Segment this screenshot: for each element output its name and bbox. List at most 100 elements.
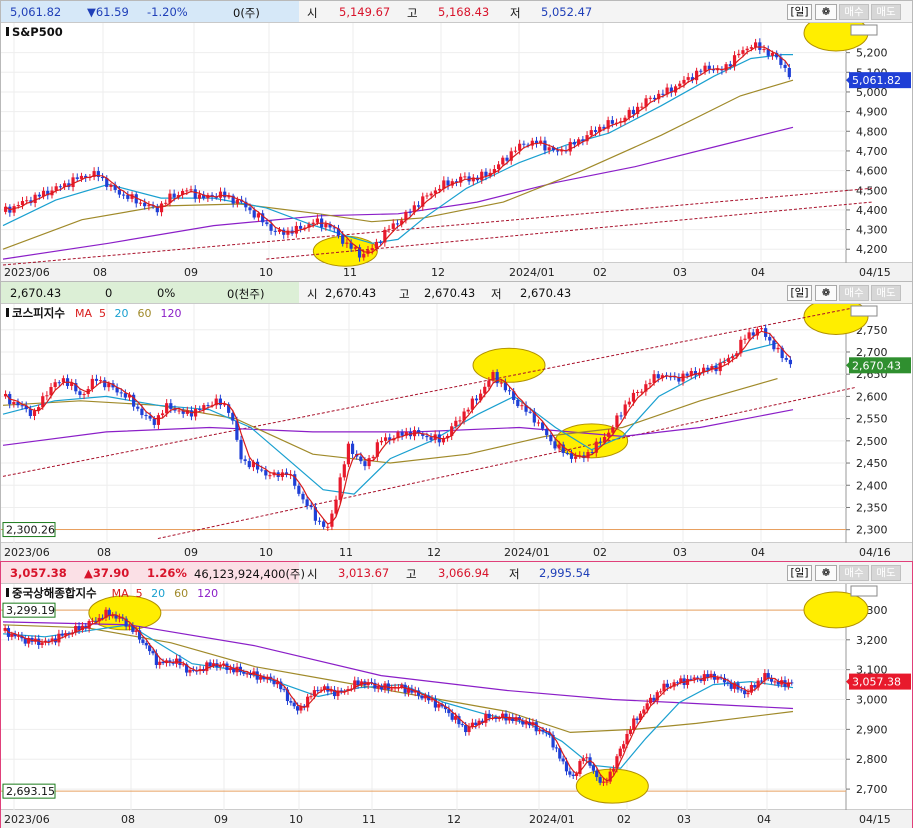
- buy-button[interactable]: 매수: [839, 285, 869, 301]
- candle-body: [247, 461, 251, 468]
- candle-body: [543, 140, 547, 151]
- low-value: 2,995.54: [539, 566, 591, 580]
- candle-body: [49, 387, 53, 396]
- candle-body: [86, 388, 90, 395]
- last-price-tag: [849, 357, 911, 374]
- candle-body: [753, 685, 757, 688]
- x-tick-label: 02: [593, 266, 607, 279]
- candle-body: [307, 224, 311, 228]
- candle-body: [706, 367, 710, 370]
- y-tick-label: 4,200: [856, 243, 888, 256]
- candle-body: [342, 464, 346, 478]
- candle-body: [152, 418, 156, 425]
- open-value: 5,149.67: [339, 5, 391, 19]
- settings-icon[interactable]: ❁: [815, 565, 837, 581]
- candle-body: [686, 77, 690, 80]
- y-tick-label: 2,350: [856, 501, 888, 514]
- highlight-ellipse: [575, 768, 649, 804]
- candle-body: [94, 378, 99, 381]
- candle-body: [762, 49, 766, 51]
- candle-body: [648, 697, 653, 704]
- candle-body: [702, 367, 706, 373]
- candle-body: [90, 620, 95, 622]
- candle-body: [303, 227, 307, 229]
- period-button[interactable]: [일]: [787, 285, 812, 301]
- candle-body: [406, 688, 411, 693]
- candle-body: [429, 193, 433, 196]
- candle-body: [324, 223, 328, 228]
- candle-body: [164, 202, 168, 204]
- price-axis: [846, 23, 912, 281]
- candle-body: [336, 228, 341, 236]
- settings-icon[interactable]: ❁: [815, 285, 837, 301]
- candle-body: [642, 709, 646, 714]
- settings-icon[interactable]: ❁: [815, 4, 837, 20]
- highlight-ellipse: [803, 591, 869, 629]
- scale-lock-icon: [850, 585, 878, 597]
- period-button[interactable]: [일]: [787, 565, 812, 581]
- candle-body: [260, 469, 264, 471]
- period-button[interactable]: [일]: [787, 4, 812, 20]
- candle-body: [317, 520, 322, 522]
- candle-body: [298, 225, 303, 229]
- candle-body: [273, 230, 277, 232]
- candle-body: [251, 461, 256, 468]
- candle-body: [673, 376, 677, 378]
- candle-body: [581, 758, 585, 762]
- candle-body: [440, 704, 444, 707]
- candle-body: [417, 430, 421, 434]
- sell-button[interactable]: 매도: [871, 4, 901, 20]
- candlestick-chart-sse[interactable]: 2,7002,8002,9003,0003,1003,2003,3002023/…: [1, 584, 912, 828]
- candle-body: [403, 684, 407, 693]
- candle-body: [127, 625, 132, 627]
- candle-body: [235, 199, 239, 204]
- y-tick-label: 2,500: [856, 435, 888, 448]
- volume: 0(주): [233, 6, 260, 20]
- candle-body: [189, 189, 193, 191]
- candle-body: [549, 435, 553, 442]
- buy-button[interactable]: 매수: [839, 4, 869, 20]
- candle-body: [521, 720, 525, 725]
- candle-body: [747, 332, 751, 339]
- candle-body: [524, 721, 528, 725]
- ma-legend-prefix: MA: [75, 307, 92, 320]
- candle-body: [746, 692, 750, 695]
- reference-label-box: [2, 522, 56, 538]
- candle-body: [730, 356, 735, 359]
- candle-body: [693, 370, 698, 376]
- candle-body: [565, 453, 569, 455]
- candle-body: [127, 394, 132, 398]
- candlestick-chart-kospi[interactable]: 2,3002,3502,4002,4502,5002,5502,6002,650…: [1, 304, 912, 561]
- candlestick-chart-spx[interactable]: 4,200 4,300 4,400 4,500 4,600 4,700 4,800 4,900…: [1, 23, 912, 281]
- y-tick-label: 2,800: [856, 753, 888, 766]
- candle-body: [268, 475, 272, 477]
- candle-body: [726, 358, 731, 362]
- candle-body: [343, 690, 347, 692]
- candle-body: [171, 662, 175, 664]
- candle-body: [460, 724, 464, 726]
- candle-body: [181, 410, 185, 414]
- candle-body: [25, 200, 29, 202]
- candle-body: [522, 143, 526, 145]
- candle-body: [471, 177, 475, 182]
- candle-body: [532, 411, 536, 423]
- candle-body: [648, 382, 652, 385]
- price-axis: [846, 584, 912, 828]
- candle-body: [350, 443, 355, 454]
- open-value: 3,013.67: [338, 566, 390, 580]
- sell-button[interactable]: 매도: [871, 565, 901, 581]
- candle-body: [685, 373, 689, 376]
- candle-body: [332, 689, 337, 697]
- x-tick-label: 08: [121, 813, 135, 826]
- candle-body: [169, 403, 173, 409]
- candle-body: [662, 683, 666, 692]
- y-tick-label: 4,500: [856, 184, 888, 197]
- buy-button[interactable]: 매수: [839, 565, 869, 581]
- x-tick-label: 11: [343, 266, 357, 279]
- candle-body: [309, 505, 313, 508]
- sell-button[interactable]: 매도: [871, 285, 901, 301]
- candle-body: [635, 392, 640, 394]
- candle-body: [735, 353, 739, 357]
- candle-body: [492, 169, 496, 173]
- x-tick-label: 2024/01: [504, 546, 550, 559]
